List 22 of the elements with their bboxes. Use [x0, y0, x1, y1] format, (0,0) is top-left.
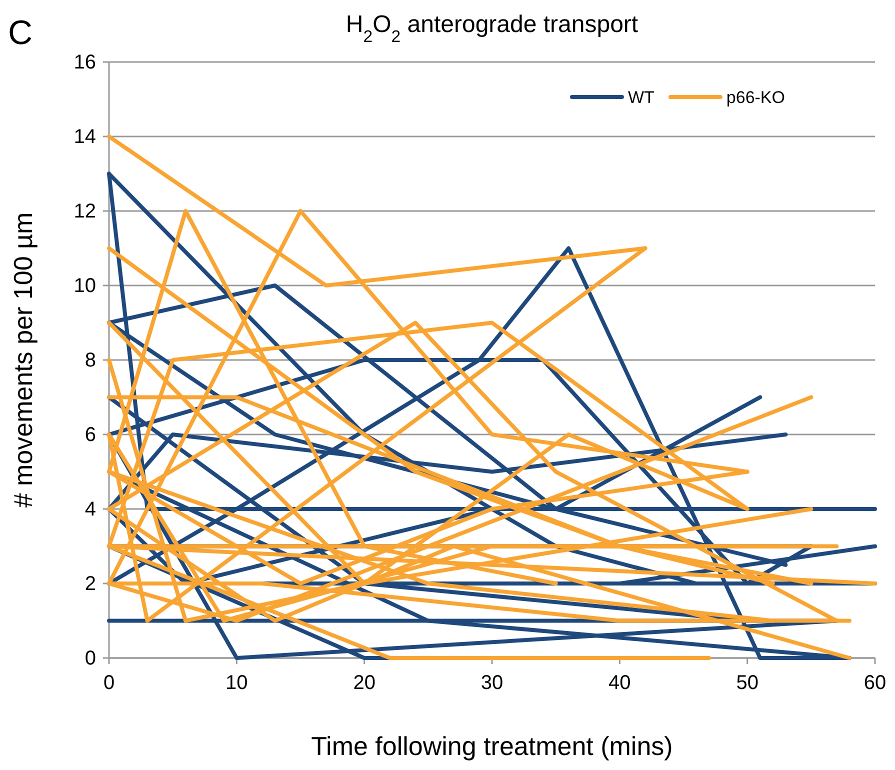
y-tick-label: 14 [74, 126, 96, 148]
y-tick-label: 4 [84, 498, 96, 520]
y-tick-label: 10 [74, 274, 96, 297]
y-tick-label: 8 [84, 349, 96, 372]
x-tick-label: 10 [226, 672, 248, 694]
x-tick-label: 20 [353, 672, 376, 694]
x-axis-title: Time following treatment (mins) [311, 731, 673, 761]
y-tick-label: 12 [74, 200, 96, 222]
x-tick-label: 60 [864, 672, 886, 694]
legend-label: p66-KO [726, 88, 785, 107]
y-tick-label: 16 [74, 51, 96, 74]
x-tick-label: 30 [480, 672, 504, 694]
x-tick-label: 50 [736, 672, 758, 694]
y-tick-label: 6 [84, 424, 96, 446]
text: C [8, 14, 33, 52]
x-tick-label: 40 [608, 672, 631, 694]
y-axis-title: # movements per 100 µm [8, 212, 38, 508]
y-tick-label: 2 [84, 572, 96, 595]
x-tick-label: 0 [103, 672, 115, 694]
chart-title: H$_{2}$O$_{2}$ anterograde transport [346, 11, 638, 46]
y-tick-label: 0 [84, 647, 96, 670]
legend-label: WT [628, 88, 654, 107]
